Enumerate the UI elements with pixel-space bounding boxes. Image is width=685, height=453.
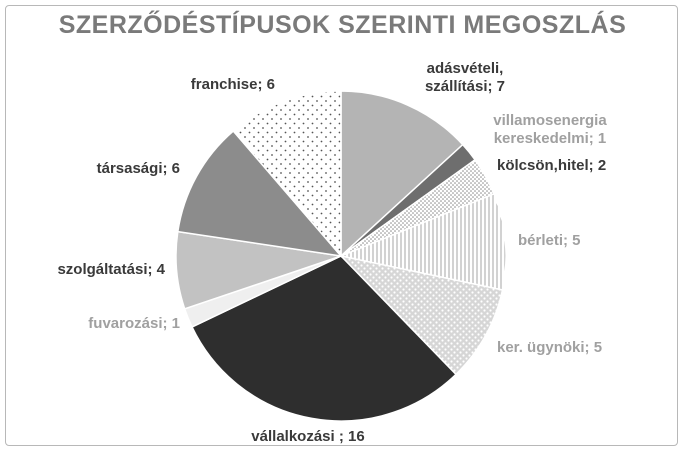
slice-label-5: ker. ügynöki; 5 xyxy=(497,339,637,357)
slice-label-line: vállalkozási ; 16 xyxy=(251,428,365,445)
slice-label-3: kölcsön,hitel; 2 xyxy=(497,157,637,175)
pie-slice-9 xyxy=(176,129,343,258)
slice-label-line: bérleti; 5 xyxy=(518,232,581,249)
slice-label-line: társasági; 6 xyxy=(96,160,180,177)
pie-slice-4 xyxy=(338,193,507,291)
slice-label-6: vállalkozási ; 16 xyxy=(228,428,388,446)
slice-label-line: adásvételi, xyxy=(426,60,504,77)
slice-label-4: bérleti; 5 xyxy=(518,232,638,250)
slice-label-2: villamosenergia kereskedelmi; 1 xyxy=(480,112,620,148)
slice-label-9: társasági; 6 xyxy=(40,160,180,178)
slice-label-line: franchise; 6 xyxy=(190,76,275,93)
slice-label-line: szolgáltatási; 4 xyxy=(57,261,165,278)
slice-label-10: franchise; 6 xyxy=(130,76,275,94)
pie-slice-1 xyxy=(340,90,464,258)
slice-label-8: szolgáltatási; 4 xyxy=(40,261,165,279)
slice-label-line: fuvarozási; 1 xyxy=(88,315,180,332)
pie-slices xyxy=(175,90,507,422)
slice-label-line: szállítási; 7 xyxy=(424,78,506,95)
pie-slice-5 xyxy=(338,254,504,376)
slice-label-line: kereskedelmi; 1 xyxy=(493,130,607,147)
pie-slice-10 xyxy=(232,90,342,259)
pie-slice-6 xyxy=(191,255,457,422)
slice-label-line: villamosenergia xyxy=(493,112,607,129)
slice-label-7: fuvarozási; 1 xyxy=(40,315,180,333)
slice-label-1: adásvételi, szállítási; 7 xyxy=(385,60,545,96)
slice-label-line: ker. ügynöki; 5 xyxy=(497,339,603,356)
chart-title: SZERZŐDÉSTÍPUSOK SZERINTI MEGOSZLÁS xyxy=(58,11,627,39)
slice-label-line: kölcsön,hitel; 2 xyxy=(497,157,607,174)
